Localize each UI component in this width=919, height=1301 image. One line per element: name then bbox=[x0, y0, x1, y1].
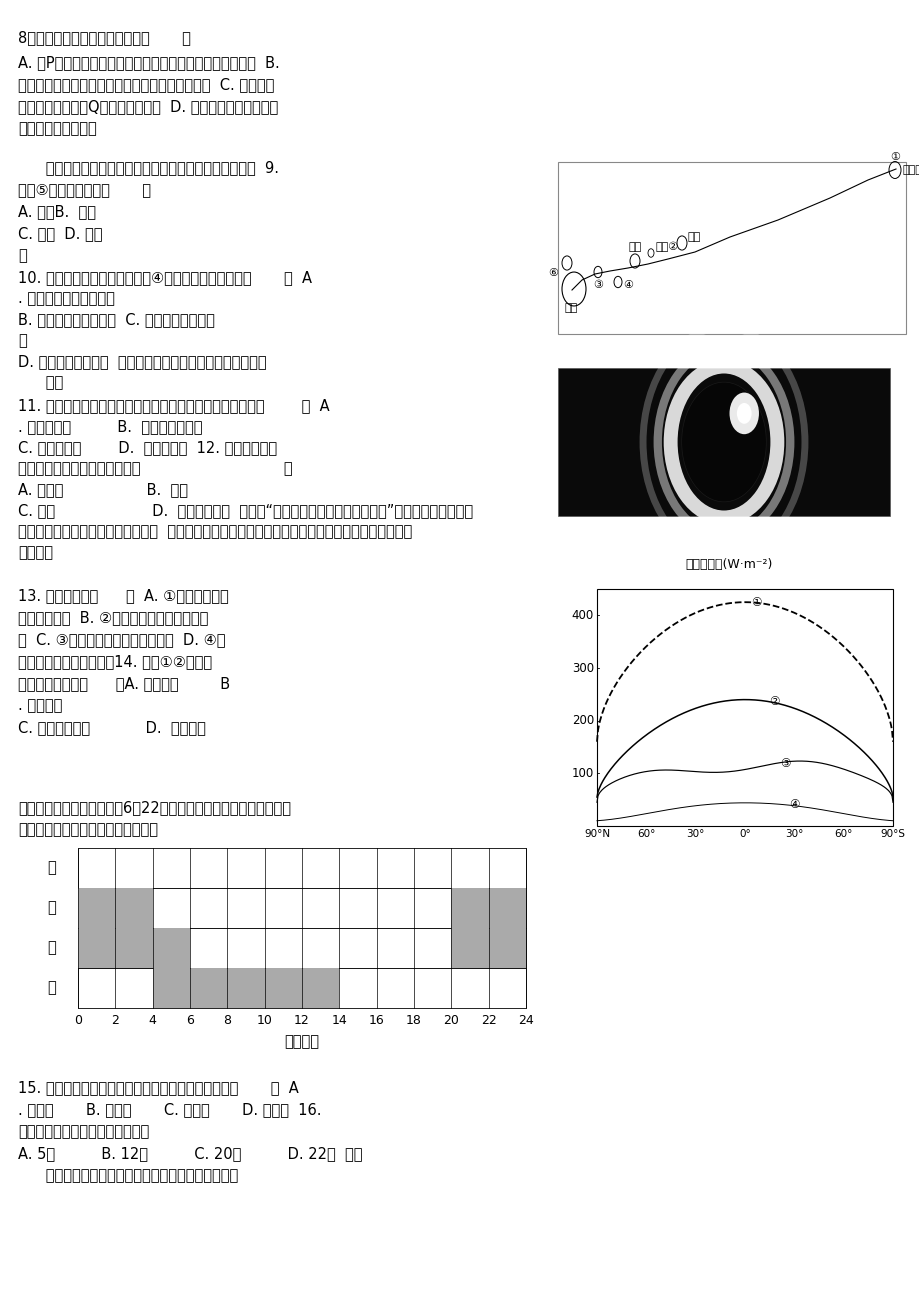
Text: ①: ① bbox=[750, 596, 761, 609]
Text: 下图是甲、乙、丙、丁四地6月22日昼夜长短分布示意图，图中阴影: 下图是甲、乙、丙、丁四地6月22日昼夜长短分布示意图，图中阴影 bbox=[18, 800, 290, 814]
Text: 8: 8 bbox=[223, 1013, 231, 1026]
Bar bbox=[558, 163, 905, 334]
Text: A. 5时          B. 12时          C. 20时          D. 22时  读地: A. 5时 B. 12时 C. 20时 D. 22时 读地 bbox=[18, 1146, 362, 1160]
Text: 30°: 30° bbox=[784, 829, 802, 839]
Text: 乙: 乙 bbox=[48, 900, 56, 916]
Text: 11. 图中太阳被遥挡的部分与外围发亮的部分可能是太阳的（        ）  A: 11. 图中太阳被遥挡的部分与外围发亮的部分可能是太阳的（ ） A bbox=[18, 398, 329, 412]
Text: 为自西向东流，则Q河道将慢慢变浅  D. 河心沙洲常发育在河流: 为自西向东流，则Q河道将慢慢变浅 D. 河心沙洲常发育在河流 bbox=[18, 99, 278, 114]
Bar bbox=[451, 889, 526, 928]
Text: 的太阳辐射量  B. ②表示大气上界的太阳辐射: 的太阳辐射量 B. ②表示大气上界的太阳辐射 bbox=[18, 610, 208, 624]
Text: 气: 气 bbox=[18, 333, 27, 347]
Text: 14: 14 bbox=[331, 1013, 346, 1026]
Text: 60°: 60° bbox=[637, 829, 655, 839]
Text: 化的主要因素为（      ）A. 云量厚度         B: 化的主要因素为（ ）A. 云量厚度 B bbox=[18, 677, 230, 691]
Text: 北京时间: 北京时间 bbox=[284, 1034, 319, 1049]
Bar bbox=[78, 848, 526, 889]
Bar bbox=[596, 589, 892, 826]
Text: 30°: 30° bbox=[686, 829, 704, 839]
Text: 示地表反射的太阳辐射量14. 影响①②曲线变: 示地表反射的太阳辐射量14. 影响①②曲线变 bbox=[18, 654, 212, 669]
Text: 15. 甲、乙、丙、丁四地，纬度最高和最低的分别是（       ）  A: 15. 甲、乙、丙、丁四地，纬度最高和最低的分别是（ ） A bbox=[18, 1080, 299, 1095]
Text: 表吸收太阳辐射量、地表反射太阳辐  射量、大气上界太阳辐射量、云层反射太阳辐射量。读图完成下: 表吸收太阳辐射量、地表反射太阳辐 射量、大气上界太阳辐射量、云层反射太阳辐射量。… bbox=[18, 524, 412, 539]
Text: 200: 200 bbox=[571, 714, 594, 727]
Text: 甲: 甲 bbox=[48, 860, 56, 876]
Text: D. 地球上将冰天雪地  右图为日全食景观图，据此完成下面小: D. 地球上将冰天雪地 右图为日全食景观图，据此完成下面小 bbox=[18, 354, 267, 369]
Text: 12: 12 bbox=[294, 1013, 310, 1026]
Text: 球表面自转线速度等值线分布图，完成下面小题。: 球表面自转线速度等值线分布图，完成下面小题。 bbox=[18, 1168, 238, 1183]
Text: 60°: 60° bbox=[834, 829, 852, 839]
Text: 20: 20 bbox=[443, 1013, 459, 1026]
Text: 上游水流较快的地方: 上游水流较快的地方 bbox=[18, 121, 96, 137]
Text: 部分表示黑夜。读图回答下列小题。: 部分表示黑夜。读图回答下列小题。 bbox=[18, 822, 158, 837]
Text: 图中⑤代表的天体是（       ）: 图中⑤代表的天体是（ ） bbox=[18, 182, 151, 196]
Circle shape bbox=[736, 403, 751, 424]
Text: . 地势高低: . 地势高低 bbox=[18, 699, 62, 713]
Text: 当丁地日出时，世界标准时是（）: 当丁地日出时，世界标准时是（） bbox=[18, 1124, 149, 1138]
Text: 丙: 丙 bbox=[48, 941, 56, 955]
Circle shape bbox=[681, 382, 766, 502]
Text: A. 若P河道为该河主航道，则该河段的流向为东北流向西南  B.: A. 若P河道为该河主航道，则该河段的流向为东北流向西南 B. bbox=[18, 55, 279, 70]
Text: 0°: 0° bbox=[738, 829, 750, 839]
Text: ②: ② bbox=[768, 695, 778, 708]
Text: 挡的部分会发生的太阳活动有（                               ）: 挡的部分会发生的太阳活动有（ ） bbox=[18, 461, 292, 476]
Text: . 甲、丙       B. 乙、丙       C. 丙、丁       D. 乙、丁  16.: . 甲、丙 B. 乙、丙 C. 丙、丁 D. 乙、丁 16. bbox=[18, 1102, 321, 1118]
Bar bbox=[558, 368, 889, 516]
Text: ①: ① bbox=[889, 152, 899, 163]
Text: 列小题。: 列小题。 bbox=[18, 545, 53, 559]
Text: 地球: 地球 bbox=[628, 242, 641, 252]
Text: ④: ④ bbox=[622, 280, 632, 290]
Text: 月球②: 月球② bbox=[654, 242, 677, 252]
Text: 丁: 丁 bbox=[48, 981, 56, 995]
Text: 太阳: 太阳 bbox=[563, 303, 577, 314]
Text: 2: 2 bbox=[111, 1013, 119, 1026]
Text: 90°N: 90°N bbox=[584, 829, 609, 839]
Text: 22: 22 bbox=[481, 1013, 496, 1026]
Text: A. 水星B.  金星: A. 水星B. 金星 bbox=[18, 204, 96, 219]
Text: 10. 如果把太阳系中地球和行星④的位置互换一下，则（       ）  A: 10. 如果把太阳系中地球和行星④的位置互换一下，则（ ） A bbox=[18, 271, 312, 285]
Text: 下图为太阳系八大行星示意简图，读图完成下面小题。  9.: 下图为太阳系八大行星示意简图，读图完成下面小题。 9. bbox=[18, 160, 278, 176]
Text: 海王星: 海王星 bbox=[902, 165, 919, 176]
Text: 18: 18 bbox=[405, 1013, 422, 1026]
Text: C. 黑子                     D.  黑子、太阳风  下图为“到达地球太阳辐射量的分布图”图中曲线分别表示地: C. 黑子 D. 黑子、太阳风 下图为“到达地球太阳辐射量的分布图”图中曲线分别… bbox=[18, 503, 472, 518]
Text: ③: ③ bbox=[593, 280, 602, 290]
Text: 400: 400 bbox=[571, 609, 594, 622]
Text: 13. 图中曲线中（      ）  A. ①表示云层反射: 13. 图中曲线中（ ） A. ①表示云层反射 bbox=[18, 588, 229, 602]
Text: 90°S: 90°S bbox=[879, 829, 904, 839]
Text: 木星: 木星 bbox=[687, 232, 700, 242]
Text: 24: 24 bbox=[517, 1013, 533, 1026]
Bar bbox=[78, 889, 526, 928]
Bar bbox=[78, 889, 153, 928]
Text: 10: 10 bbox=[256, 1013, 272, 1026]
Text: 星: 星 bbox=[18, 248, 27, 263]
Bar bbox=[78, 928, 526, 968]
Text: 8．对于该河的叙述，正确的是（       ）: 8．对于该河的叙述，正确的是（ ） bbox=[18, 30, 190, 46]
Text: 300: 300 bbox=[572, 661, 594, 674]
Bar bbox=[451, 928, 526, 968]
Text: 6: 6 bbox=[186, 1013, 194, 1026]
Text: 若河流上游修筑水块，则河心洲面积增长速度减慢  C. 若该河段: 若河流上游修筑水块，则河心洲面积增长速度减慢 C. 若该河段 bbox=[18, 77, 274, 92]
Text: 100: 100 bbox=[571, 766, 594, 779]
Text: C. 火星  D. 天王: C. 火星 D. 天王 bbox=[18, 226, 102, 241]
Text: 量  C. ③表示地表吸收的太阳辐射量  D. ④表: 量 C. ③表示地表吸收的太阳辐射量 D. ④表 bbox=[18, 632, 225, 647]
Text: 题。: 题。 bbox=[18, 375, 63, 390]
Text: . 都是日凕层          B.  光球层与色球层: . 都是日凕层 B. 光球层与色球层 bbox=[18, 419, 202, 435]
Bar bbox=[78, 928, 190, 968]
Text: ③: ③ bbox=[779, 757, 790, 770]
Text: B. 地球生命将不复存在  C. 地球上将不会有大: B. 地球生命将不复存在 C. 地球上将不会有大 bbox=[18, 312, 215, 327]
Text: ⑥: ⑥ bbox=[548, 268, 558, 278]
Text: 0: 0 bbox=[74, 1013, 82, 1026]
Text: ④: ④ bbox=[789, 799, 800, 812]
Text: 太阳辐射量(W·m⁻²): 太阳辐射量(W·m⁻²) bbox=[685, 558, 772, 571]
Text: A. 太阳风                  B.  耏斑: A. 太阳风 B. 耏斑 bbox=[18, 481, 187, 497]
Text: . 地球上的陆地将会消失: . 地球上的陆地将会消失 bbox=[18, 291, 115, 306]
Circle shape bbox=[729, 393, 758, 435]
Text: 4: 4 bbox=[149, 1013, 156, 1026]
Text: C. 都是光球层        D.  都是色球层  12. 图中太阳被遥: C. 都是光球层 D. 都是色球层 12. 图中太阳被遥 bbox=[18, 440, 277, 455]
Text: 16: 16 bbox=[369, 1013, 384, 1026]
Bar bbox=[78, 968, 526, 1008]
Text: C. 正午太阳高度            D.  植被状况: C. 正午太阳高度 D. 植被状况 bbox=[18, 719, 206, 735]
Bar bbox=[153, 968, 339, 1008]
